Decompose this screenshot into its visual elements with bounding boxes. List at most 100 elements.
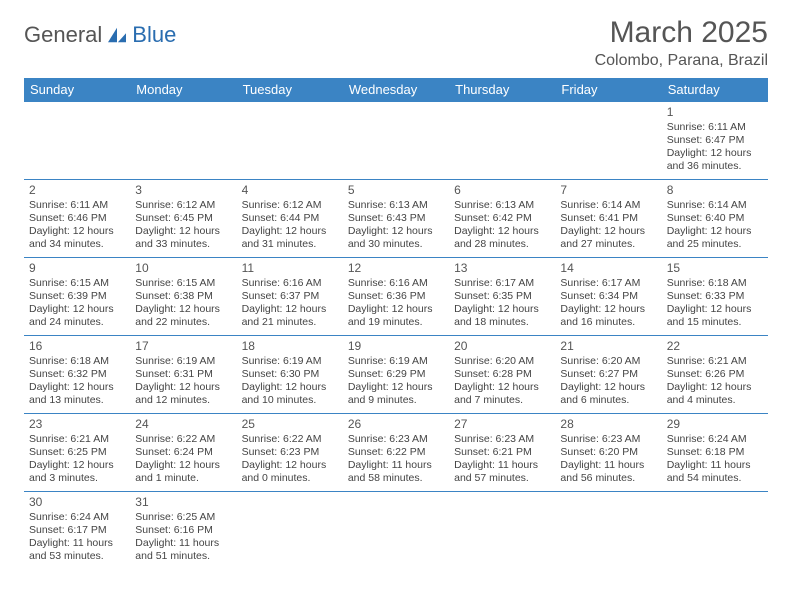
cell-line-ss: Sunset: 6:22 PM — [348, 446, 444, 459]
day-number: 17 — [135, 339, 231, 354]
cell-line-d1: Daylight: 12 hours — [667, 147, 763, 160]
calendar-cell: 23Sunrise: 6:21 AMSunset: 6:25 PMDayligh… — [24, 414, 130, 492]
cell-line-sr: Sunrise: 6:12 AM — [242, 199, 338, 212]
cell-line-d1: Daylight: 12 hours — [29, 459, 125, 472]
calendar-cell — [237, 102, 343, 180]
day-number: 8 — [667, 183, 763, 198]
cell-line-sr: Sunrise: 6:17 AM — [560, 277, 656, 290]
cell-line-sr: Sunrise: 6:19 AM — [348, 355, 444, 368]
calendar-cell: 24Sunrise: 6:22 AMSunset: 6:24 PMDayligh… — [130, 414, 236, 492]
cell-line-d1: Daylight: 11 hours — [454, 459, 550, 472]
calendar-cell: 17Sunrise: 6:19 AMSunset: 6:31 PMDayligh… — [130, 336, 236, 414]
cell-line-d1: Daylight: 12 hours — [29, 225, 125, 238]
calendar-cell — [555, 492, 661, 570]
calendar-cell: 14Sunrise: 6:17 AMSunset: 6:34 PMDayligh… — [555, 258, 661, 336]
cell-line-d1: Daylight: 12 hours — [667, 381, 763, 394]
cell-line-d1: Daylight: 12 hours — [454, 381, 550, 394]
day-number: 16 — [29, 339, 125, 354]
day-number: 14 — [560, 261, 656, 276]
calendar-row: 16Sunrise: 6:18 AMSunset: 6:32 PMDayligh… — [24, 336, 768, 414]
cell-line-d1: Daylight: 12 hours — [560, 381, 656, 394]
day-number: 12 — [348, 261, 444, 276]
day-number: 23 — [29, 417, 125, 432]
day-number: 1 — [667, 105, 763, 120]
calendar-cell: 16Sunrise: 6:18 AMSunset: 6:32 PMDayligh… — [24, 336, 130, 414]
calendar-cell — [343, 102, 449, 180]
day-number: 29 — [667, 417, 763, 432]
day-number: 2 — [29, 183, 125, 198]
cell-line-d2: and 4 minutes. — [667, 394, 763, 407]
cell-line-sr: Sunrise: 6:15 AM — [29, 277, 125, 290]
cell-line-sr: Sunrise: 6:23 AM — [454, 433, 550, 446]
cell-line-sr: Sunrise: 6:20 AM — [560, 355, 656, 368]
cell-line-sr: Sunrise: 6:15 AM — [135, 277, 231, 290]
logo-text-1: General — [24, 22, 102, 48]
logo: GeneralBlue — [24, 22, 176, 48]
cell-line-d2: and 34 minutes. — [29, 238, 125, 251]
calendar-row: 1Sunrise: 6:11 AMSunset: 6:47 PMDaylight… — [24, 102, 768, 180]
calendar-cell: 9Sunrise: 6:15 AMSunset: 6:39 PMDaylight… — [24, 258, 130, 336]
cell-line-sr: Sunrise: 6:21 AM — [29, 433, 125, 446]
cell-line-d2: and 54 minutes. — [667, 472, 763, 485]
cell-line-d2: and 58 minutes. — [348, 472, 444, 485]
cell-line-d2: and 21 minutes. — [242, 316, 338, 329]
cell-line-d1: Daylight: 12 hours — [135, 459, 231, 472]
cell-line-ss: Sunset: 6:37 PM — [242, 290, 338, 303]
cell-line-ss: Sunset: 6:18 PM — [667, 446, 763, 459]
calendar-cell: 22Sunrise: 6:21 AMSunset: 6:26 PMDayligh… — [662, 336, 768, 414]
calendar-cell: 15Sunrise: 6:18 AMSunset: 6:33 PMDayligh… — [662, 258, 768, 336]
calendar-table: Sunday Monday Tuesday Wednesday Thursday… — [24, 78, 768, 570]
cell-line-sr: Sunrise: 6:23 AM — [560, 433, 656, 446]
cell-line-ss: Sunset: 6:36 PM — [348, 290, 444, 303]
day-number: 7 — [560, 183, 656, 198]
cell-line-d2: and 1 minute. — [135, 472, 231, 485]
cell-line-d2: and 18 minutes. — [454, 316, 550, 329]
cell-line-d1: Daylight: 12 hours — [135, 303, 231, 316]
calendar-cell — [449, 492, 555, 570]
cell-line-d1: Daylight: 12 hours — [667, 225, 763, 238]
calendar-row: 30Sunrise: 6:24 AMSunset: 6:17 PMDayligh… — [24, 492, 768, 570]
cell-line-d2: and 24 minutes. — [29, 316, 125, 329]
cell-line-d2: and 19 minutes. — [348, 316, 444, 329]
calendar-cell: 12Sunrise: 6:16 AMSunset: 6:36 PMDayligh… — [343, 258, 449, 336]
cell-line-ss: Sunset: 6:28 PM — [454, 368, 550, 381]
calendar-cell: 13Sunrise: 6:17 AMSunset: 6:35 PMDayligh… — [449, 258, 555, 336]
cell-line-d2: and 12 minutes. — [135, 394, 231, 407]
cell-line-sr: Sunrise: 6:16 AM — [348, 277, 444, 290]
calendar-cell: 25Sunrise: 6:22 AMSunset: 6:23 PMDayligh… — [237, 414, 343, 492]
cell-line-d1: Daylight: 12 hours — [560, 303, 656, 316]
cell-line-d1: Daylight: 12 hours — [348, 225, 444, 238]
cell-line-d1: Daylight: 11 hours — [135, 537, 231, 550]
cell-line-d1: Daylight: 12 hours — [242, 381, 338, 394]
day-number: 30 — [29, 495, 125, 510]
day-number: 24 — [135, 417, 231, 432]
cell-line-d2: and 6 minutes. — [560, 394, 656, 407]
day-number: 13 — [454, 261, 550, 276]
cell-line-ss: Sunset: 6:24 PM — [135, 446, 231, 459]
title-block: March 2025 Colombo, Parana, Brazil — [595, 16, 768, 70]
cell-line-d2: and 53 minutes. — [29, 550, 125, 563]
calendar-cell: 5Sunrise: 6:13 AMSunset: 6:43 PMDaylight… — [343, 180, 449, 258]
cell-line-d2: and 15 minutes. — [667, 316, 763, 329]
calendar-cell — [662, 492, 768, 570]
cell-line-sr: Sunrise: 6:11 AM — [29, 199, 125, 212]
page-subtitle: Colombo, Parana, Brazil — [595, 52, 768, 70]
calendar-cell: 10Sunrise: 6:15 AMSunset: 6:38 PMDayligh… — [130, 258, 236, 336]
cell-line-ss: Sunset: 6:44 PM — [242, 212, 338, 225]
cell-line-d2: and 28 minutes. — [454, 238, 550, 251]
day-header: Wednesday — [343, 78, 449, 102]
day-number: 21 — [560, 339, 656, 354]
day-number: 10 — [135, 261, 231, 276]
calendar-row: 9Sunrise: 6:15 AMSunset: 6:39 PMDaylight… — [24, 258, 768, 336]
cell-line-ss: Sunset: 6:25 PM — [29, 446, 125, 459]
day-number: 19 — [348, 339, 444, 354]
cell-line-ss: Sunset: 6:27 PM — [560, 368, 656, 381]
cell-line-sr: Sunrise: 6:19 AM — [242, 355, 338, 368]
calendar-cell: 7Sunrise: 6:14 AMSunset: 6:41 PMDaylight… — [555, 180, 661, 258]
day-number: 18 — [242, 339, 338, 354]
cell-line-ss: Sunset: 6:42 PM — [454, 212, 550, 225]
cell-line-d1: Daylight: 12 hours — [29, 381, 125, 394]
cell-line-ss: Sunset: 6:46 PM — [29, 212, 125, 225]
cell-line-d1: Daylight: 12 hours — [454, 225, 550, 238]
calendar-cell: 30Sunrise: 6:24 AMSunset: 6:17 PMDayligh… — [24, 492, 130, 570]
